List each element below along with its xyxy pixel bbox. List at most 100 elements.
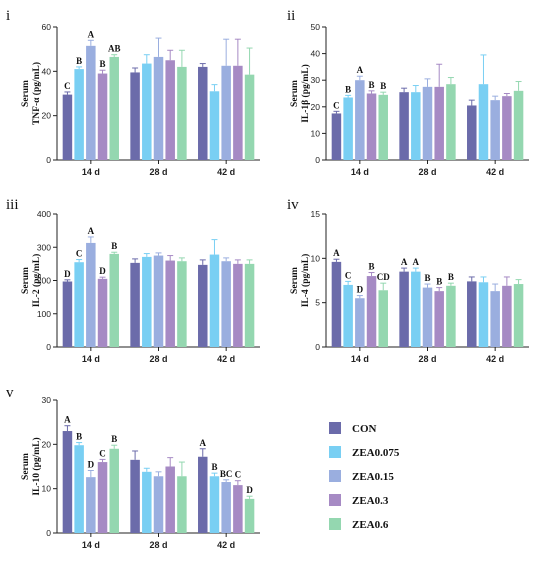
significance-label: B — [369, 262, 375, 272]
significance-label: B — [448, 272, 454, 282]
x-tick-label: 28 d — [149, 167, 167, 177]
y-tick-label: 10 — [311, 128, 321, 138]
y-tick-label: 200 — [37, 276, 51, 286]
significance-label: B — [111, 241, 117, 251]
y-tick-label: 40 — [311, 49, 321, 59]
x-tick-label: 42 d — [486, 354, 504, 364]
y-axis-label: SerumIL-10 (pg/mL) — [21, 437, 42, 495]
y-axis-label: SerumIL-4 (pg/mL) — [290, 254, 311, 308]
bar-zea0.15 — [355, 80, 365, 160]
significance-label: CD — [377, 272, 390, 282]
bar-zea0.3 — [502, 96, 512, 160]
bar-zea0.6 — [446, 84, 456, 160]
legend-label: ZEA0.075 — [352, 447, 400, 459]
significance-label: A — [333, 248, 340, 258]
bar-zea0.15 — [221, 482, 231, 533]
y-tick-label: 15 — [311, 209, 321, 219]
bar-con — [399, 92, 409, 160]
y-tick-label: 100 — [37, 309, 51, 319]
x-tick-label: 42 d — [217, 540, 235, 550]
significance-label: A — [200, 438, 207, 448]
bar-zea0.3 — [165, 260, 175, 347]
significance-label: B — [424, 273, 430, 283]
significance-label: A — [413, 257, 420, 267]
x-tick-label: 14 d — [82, 167, 100, 177]
bar-zea0.3 — [233, 65, 243, 160]
significance-label: B — [211, 462, 217, 472]
bar-con — [331, 261, 342, 347]
bar-con — [62, 281, 73, 347]
y-tick-label: 40 — [42, 66, 52, 76]
significance-label: D — [357, 285, 364, 295]
bar-zea0.6 — [177, 476, 187, 533]
legend-swatch — [329, 470, 341, 482]
significance-label: C — [76, 249, 83, 259]
bar-zea0.075 — [478, 84, 489, 160]
significance-label: D — [64, 269, 71, 279]
bar-zea0.6 — [109, 253, 119, 347]
significance-label: BC — [220, 469, 233, 479]
bar-zea0.15 — [355, 298, 365, 347]
significance-label: A — [64, 415, 71, 425]
bar-zea0.075 — [209, 254, 220, 347]
bar-zea0.3 — [233, 263, 243, 347]
significance-label: B — [111, 434, 117, 444]
significance-label: B — [76, 432, 82, 442]
panel-label: iii — [6, 197, 19, 213]
significance-label: C — [99, 448, 106, 458]
bar-zea0.3 — [97, 278, 108, 347]
bar-con — [399, 271, 409, 347]
bar-zea0.075 — [74, 262, 84, 347]
bar-zea0.075 — [142, 256, 152, 347]
bar-zea0.3 — [502, 285, 512, 347]
x-tick-label: 28 d — [418, 167, 436, 177]
significance-label: A — [401, 257, 408, 267]
panel-label: v — [6, 385, 14, 401]
bar-zea0.15 — [422, 287, 433, 347]
y-axis-label-line: IL-1β (pg/mL) — [300, 64, 311, 123]
bar-con — [467, 281, 477, 347]
bar-zea0.3 — [233, 485, 243, 533]
x-tick-label: 28 d — [418, 354, 436, 364]
y-tick-label: 300 — [37, 242, 51, 252]
x-tick-label: 28 d — [149, 354, 167, 364]
bar-zea0.6 — [177, 66, 187, 160]
bar-zea0.6 — [109, 448, 119, 533]
y-axis-label: SerumTNF-α (pg/mL) — [21, 62, 42, 125]
y-axis-label-line: IL-2 (pg/mL) — [31, 254, 42, 308]
bar-zea0.075 — [478, 282, 489, 347]
x-tick-label: 42 d — [486, 167, 504, 177]
y-axis-label-line: IL-4 (pg/mL) — [300, 254, 311, 308]
bar-con — [198, 264, 208, 347]
y-tick-label: 20 — [311, 102, 321, 112]
bar-zea0.3 — [165, 60, 175, 160]
bar-zea0.075 — [142, 471, 152, 533]
bar-con — [467, 105, 477, 160]
bar-zea0.15 — [490, 100, 500, 160]
x-tick-label: 14 d — [82, 540, 100, 550]
panel-label: ii — [287, 8, 295, 24]
legend-label: ZEA0.6 — [352, 519, 389, 531]
significance-label: B — [345, 84, 351, 94]
y-axis-label-line: Serum — [290, 267, 300, 294]
bar-zea0.3 — [366, 276, 377, 347]
significance-label: B — [76, 56, 82, 66]
y-tick-label: 400 — [37, 209, 51, 219]
y-axis-label-line: TNF-α (pg/mL) — [31, 62, 42, 125]
bar-con — [331, 113, 342, 160]
significance-label: C — [64, 81, 71, 91]
y-tick-label: 10 — [311, 253, 321, 263]
significance-label: D — [88, 459, 95, 469]
y-axis-label-line: Serum — [21, 267, 31, 294]
legend-label: ZEA0.15 — [352, 471, 394, 483]
legend-swatch — [329, 494, 341, 506]
y-tick-label: 10 — [42, 484, 52, 494]
bar-con — [198, 66, 208, 160]
y-tick-label: 0 — [46, 342, 51, 352]
legend-swatch — [329, 446, 341, 458]
bar-zea0.15 — [490, 291, 500, 347]
x-tick-label: 28 d — [149, 540, 167, 550]
x-tick-label: 42 d — [217, 354, 235, 364]
